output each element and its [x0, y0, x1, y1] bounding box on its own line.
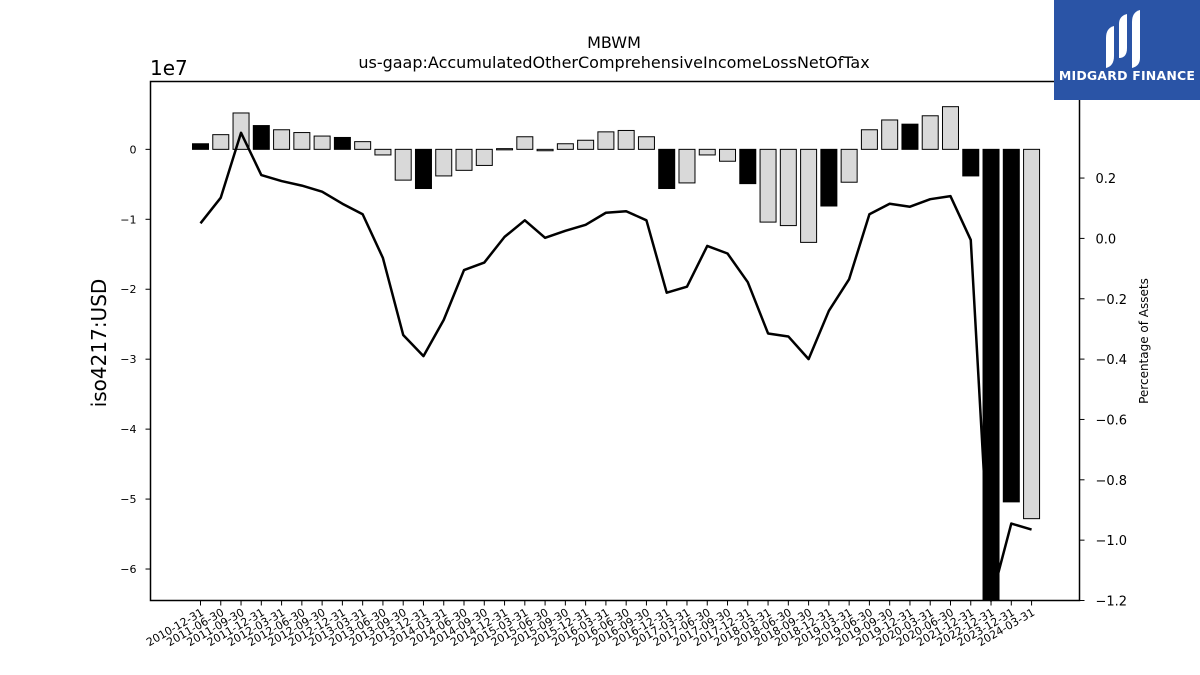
- bar: [516, 136, 534, 150]
- y-tick-label: −4: [120, 423, 136, 436]
- bar: [374, 148, 392, 156]
- bar: [496, 148, 514, 151]
- y2-tick-label: −0.6: [1096, 413, 1128, 428]
- series-line: [199, 131, 1032, 602]
- bar: [921, 115, 939, 150]
- y2-tick-label: −1.2: [1096, 595, 1128, 610]
- bar: [577, 139, 595, 150]
- y2-tick-label: −0.4: [1096, 353, 1128, 368]
- y-tick-label: −3: [120, 353, 136, 366]
- bar: [840, 148, 858, 183]
- bar: [719, 148, 737, 162]
- midgard-logo-icon: [1106, 10, 1140, 68]
- bar: [273, 129, 291, 150]
- y2-axis-label: Percentage of Assets: [1137, 278, 1151, 404]
- y2-tick-label: −1.0: [1096, 534, 1128, 549]
- bar: [637, 136, 655, 150]
- bar: [982, 148, 1000, 601]
- bar: [313, 135, 331, 150]
- bar: [556, 143, 574, 150]
- bar: [860, 129, 878, 150]
- bar: [455, 148, 473, 171]
- bar: [394, 148, 412, 181]
- y-offset-label: 1e7: [150, 56, 188, 80]
- bar: [779, 148, 797, 227]
- bar: [475, 148, 493, 166]
- plot-frame: [149, 80, 1081, 602]
- bar: [435, 148, 453, 177]
- chart-title: MBWM: [587, 33, 641, 52]
- bar: [800, 148, 818, 243]
- bar: [698, 148, 716, 156]
- bar: [820, 148, 838, 207]
- bar: [739, 148, 757, 185]
- bar: [293, 132, 311, 150]
- bar: [901, 123, 919, 150]
- y-tick-label: −6: [120, 563, 136, 576]
- bar: [536, 148, 554, 152]
- bar: [414, 148, 432, 190]
- y-tick-label: −5: [120, 493, 136, 506]
- bar: [192, 143, 209, 150]
- chart-subtitle: us-gaap:AccumulatedOtherComprehensiveInc…: [358, 53, 869, 72]
- bar: [941, 106, 959, 150]
- bar: [252, 125, 270, 150]
- bar: [881, 119, 899, 150]
- bar: [212, 134, 230, 150]
- y-tick-label: 0: [130, 143, 137, 156]
- bar: [597, 131, 615, 150]
- bar: [333, 136, 351, 150]
- y-tick-label: −1: [120, 213, 136, 226]
- bar: [759, 148, 777, 223]
- y-tick-label: −2: [120, 283, 136, 296]
- bar: [678, 148, 696, 184]
- bar: [658, 148, 676, 190]
- bar: [617, 129, 635, 150]
- y2-tick-label: −0.2: [1096, 293, 1128, 308]
- brand-name: MIDGARD FINANCE: [1058, 68, 1196, 83]
- y2-tick-label: −0.8: [1096, 474, 1128, 489]
- y-axis-label: iso4217:USD: [87, 279, 111, 408]
- y2-tick-label: 0.2: [1096, 172, 1117, 187]
- bar: [962, 148, 980, 177]
- y2-tick-label: 0.0: [1096, 232, 1117, 247]
- bar: [1002, 148, 1020, 503]
- bar: [354, 141, 372, 150]
- bar: [1023, 148, 1041, 520]
